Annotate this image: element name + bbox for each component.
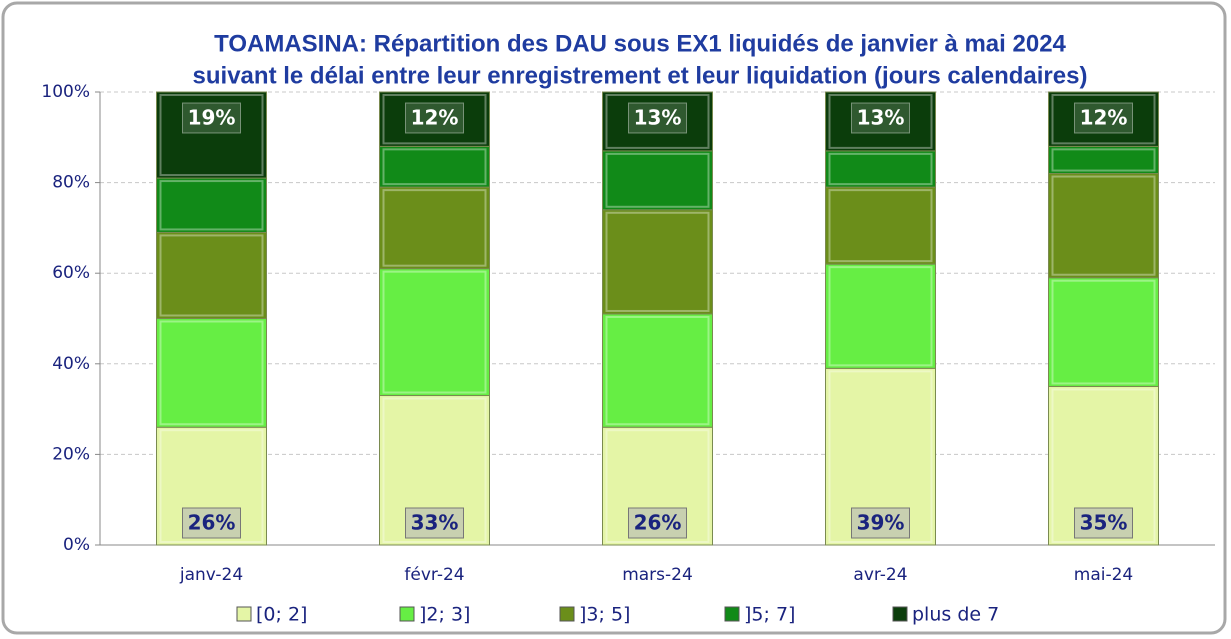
data-label: 12% — [411, 106, 459, 130]
bar-bevel — [605, 211, 710, 312]
bar-segment — [156, 231, 267, 319]
bar-segment — [156, 318, 267, 428]
data-label: 35% — [1080, 511, 1128, 535]
legend-label: ]3; 5] — [579, 604, 630, 626]
legend-label: plus de 7 — [912, 604, 999, 626]
bar-bevel — [605, 94, 710, 149]
bar-bevel — [828, 189, 933, 263]
label-box — [628, 102, 687, 134]
legend-swatch — [724, 606, 740, 622]
chart-title: TOAMASINA: Répartition des DAU sous EX1 … — [214, 30, 1066, 57]
data-label: 26% — [634, 511, 682, 535]
y-tick-label: 40% — [52, 354, 90, 374]
label-box — [405, 507, 464, 539]
label-box — [628, 507, 687, 539]
bar-bevel — [1051, 175, 1156, 276]
data-label: 33% — [411, 511, 459, 535]
bar-bevel — [1051, 388, 1156, 544]
bar-segment — [1048, 173, 1159, 279]
legend-swatch — [399, 606, 415, 622]
bar-segment — [379, 145, 490, 188]
bar-segment — [825, 91, 936, 152]
x-tick-label: févr-24 — [404, 565, 464, 585]
bar-bevel — [382, 148, 487, 186]
y-tick-label: 80% — [52, 173, 90, 193]
bar-segment — [1048, 145, 1159, 175]
data-label: 13% — [857, 106, 905, 130]
bar-segment — [1048, 91, 1159, 147]
bar-bevel — [828, 152, 933, 186]
bar-segment — [825, 263, 936, 369]
legend-label: ]2; 3] — [419, 604, 470, 626]
chart-subtitle: suivant le délai entre leur enregistreme… — [193, 62, 1088, 89]
bar-bevel — [382, 270, 487, 394]
bar-bevel — [159, 234, 264, 317]
x-tick-label: avr-24 — [853, 565, 907, 585]
bar-segment — [379, 268, 490, 397]
bar-segment — [602, 209, 713, 315]
legend-label: [0; 2] — [256, 604, 307, 626]
bar-segment — [602, 91, 713, 152]
bar-segment — [1048, 277, 1159, 387]
x-tick-label: mars-24 — [622, 565, 693, 585]
bar-segment — [379, 91, 490, 147]
label-box — [851, 507, 910, 539]
bar-bevel — [382, 397, 487, 544]
label-box — [182, 507, 241, 539]
bar-bevel — [1051, 279, 1156, 385]
legend-swatch — [236, 606, 252, 622]
bar-bevel — [828, 370, 933, 543]
label-box — [851, 102, 910, 134]
bar-bevel — [605, 429, 710, 543]
bar-segment — [825, 186, 936, 265]
bar-segment — [825, 150, 936, 188]
bar-bevel — [159, 94, 264, 177]
label-box — [1074, 102, 1133, 134]
bar-segment — [602, 313, 713, 428]
label-box — [182, 102, 241, 134]
label-box — [1074, 507, 1133, 539]
legend-label: ]5; 7] — [744, 604, 795, 626]
y-tick-label: 100% — [41, 82, 90, 102]
data-label: 12% — [1080, 106, 1128, 130]
y-tick-label: 20% — [52, 444, 90, 464]
bar-bevel — [828, 266, 933, 367]
bar-bevel — [382, 94, 487, 145]
bar-segment — [602, 150, 713, 211]
bar-bevel — [828, 94, 933, 149]
legend-swatch — [559, 606, 575, 622]
x-tick-label: mai-24 — [1074, 565, 1133, 585]
data-label: 13% — [634, 106, 682, 130]
data-label: 19% — [188, 106, 236, 130]
bar-segment — [156, 177, 267, 233]
y-tick-label: 0% — [63, 535, 90, 555]
bar-bevel — [1051, 148, 1156, 172]
data-label: 39% — [857, 511, 905, 535]
bar-bevel — [382, 189, 487, 267]
legend-swatch — [892, 606, 908, 622]
bar-segment — [379, 186, 490, 270]
bar-bevel — [159, 320, 264, 426]
data-label: 26% — [188, 511, 236, 535]
bar-bevel — [159, 180, 264, 231]
bar-bevel — [1051, 94, 1156, 145]
bar-bevel — [605, 152, 710, 208]
x-tick-label: janv-24 — [179, 565, 243, 585]
label-box — [405, 102, 464, 134]
bar-bevel — [159, 429, 264, 543]
y-tick-label: 60% — [52, 263, 90, 283]
bar-bevel — [605, 315, 710, 426]
bar-segment — [156, 91, 267, 179]
